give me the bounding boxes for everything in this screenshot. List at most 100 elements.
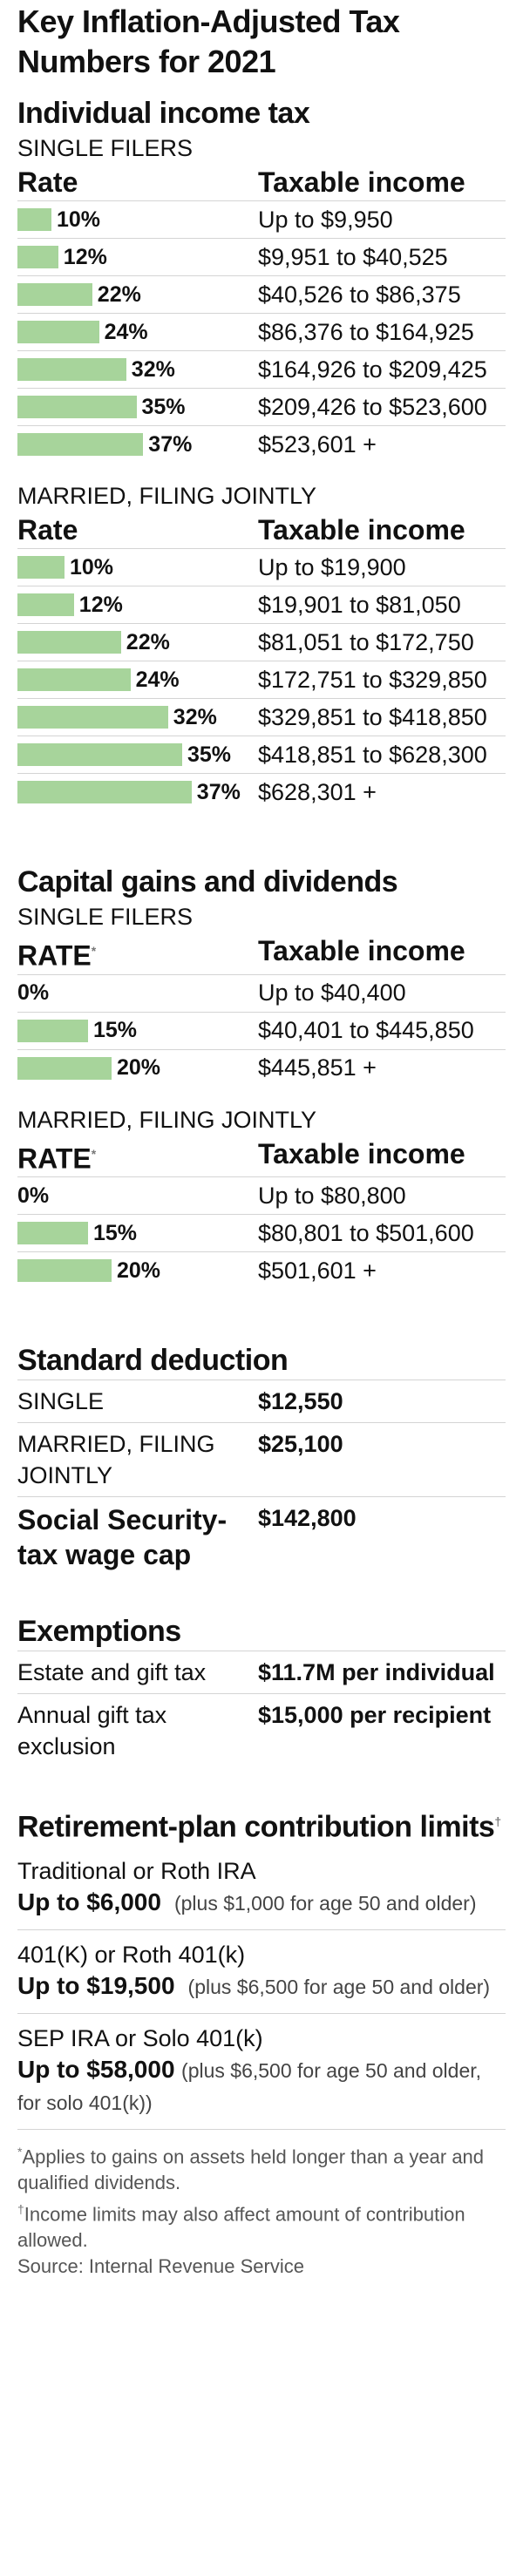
rate-label: 22%	[126, 629, 170, 654]
tax-infographic: Key Inflation-Adjusted Tax Numbers for 2…	[0, 2, 523, 2280]
rate-bar	[17, 1019, 88, 1042]
rate-bar	[17, 283, 92, 306]
rate-label: 10%	[70, 554, 114, 580]
rate-row: 20% $445,851 +	[17, 1048, 506, 1087]
income-range: Up to $40,400	[258, 980, 406, 1007]
rate-row: 35% $209,426 to $523,600	[17, 388, 506, 425]
income-married-group: MARRIED, FILING JOINTLY Rate Taxable inc…	[17, 480, 506, 810]
income-range: $329,851 to $418,850	[258, 703, 487, 730]
rate-label: 24%	[104, 319, 148, 344]
rate-row: 0% Up to $40,400	[17, 973, 506, 1012]
rate-column-header: RATE*	[17, 939, 97, 972]
income-range: Up to $19,900	[258, 553, 406, 580]
deduction-married-value: $25,100	[258, 1431, 343, 1458]
rate-label: 37%	[148, 431, 193, 457]
rate-label: 24%	[135, 667, 180, 692]
rate-column-header: RATE*	[17, 1142, 97, 1175]
rate-label: 37%	[196, 779, 241, 804]
rate-row: 32% $329,851 to $418,850	[17, 698, 506, 736]
income-married-header: Rate Taxable income	[17, 512, 506, 548]
rate-bar	[17, 246, 58, 268]
deduction-single-value: $12,550	[258, 1388, 343, 1415]
rate-cell: 24%	[17, 661, 258, 698]
cg-married-header: RATE* Taxable income	[17, 1135, 506, 1177]
income-range: $80,801 to $501,600	[258, 1219, 474, 1246]
deduction-single-label: SINGLE	[17, 1388, 105, 1415]
rate-label: 32%	[173, 704, 217, 729]
income-range: $86,376 to $164,925	[258, 318, 474, 345]
rate-label: 12%	[78, 592, 123, 617]
retirement-heading: Retirement-plan contribution limits†	[17, 1810, 501, 1844]
rate-row: 35% $418,851 to $628,300	[17, 736, 506, 773]
standard-deduction-heading: Standard deduction	[17, 1344, 289, 1378]
gift-value: $15,000 per recipient	[258, 1702, 492, 1729]
deduction-married-row: MARRIED, FILING JOINTLY $25,100	[17, 1422, 506, 1496]
cg-single-header: RATE* Taxable income	[17, 932, 506, 974]
estate-label: Estate and gift tax	[17, 1659, 207, 1686]
rate-label: 12%	[63, 244, 107, 269]
footnote-asterisk: *Applies to gains on assets held longer …	[17, 2144, 485, 2193]
retirement-item-401k: 401(K) or Roth 401(k) Up to $19,500 (plu…	[17, 1929, 506, 2013]
rate-cell: 15%	[17, 1215, 258, 1251]
income-range: $81,051 to $172,750	[258, 628, 474, 655]
rate-cell: 22%	[17, 624, 258, 661]
income-range: $628,301 +	[258, 778, 377, 805]
rate-row: 37% $523,601 +	[17, 425, 506, 463]
rate-row: 32% $164,926 to $209,425	[17, 350, 506, 388]
deduction-married-label: MARRIED, FILING JOINTLY	[17, 1431, 215, 1489]
rate-bar	[17, 208, 51, 231]
rate-cell: 32%	[17, 351, 258, 388]
estate-row: Estate and gift tax $11.7M per individua…	[17, 1651, 506, 1693]
rate-bar	[17, 743, 182, 766]
source-line: Source: Internal Revenue Service	[17, 2255, 304, 2278]
plan-limit: Up to $6,000	[17, 1888, 161, 1915]
asterisk-mark: *	[91, 1146, 97, 1161]
rate-cell: 24%	[17, 314, 258, 350]
cg-married-label: MARRIED, FILING JOINTLY	[17, 1106, 317, 1133]
income-column-header: Taxable income	[258, 514, 465, 546]
plan-limit: Up to $19,500	[17, 1971, 175, 1999]
cg-single-label: SINGLE FILERS	[17, 904, 194, 930]
cg-single-rows: 0% Up to $40,400 15% $40,401 to $445,850 20%…	[17, 973, 506, 1087]
plan-note: (plus $1,000 for age 50 and older)	[173, 1891, 477, 1915]
income-range: $172,751 to $329,850	[258, 666, 487, 693]
rate-label: 15%	[93, 1220, 138, 1245]
rate-cell: 0%	[17, 1177, 258, 1214]
rate-bar	[17, 433, 144, 456]
asterisk-mark: *	[91, 944, 97, 958]
income-column-header: Taxable income	[258, 166, 465, 198]
rate-label: 15%	[93, 1018, 138, 1043]
cg-married-group: MARRIED, FILING JOINTLY RATE* Taxable in…	[17, 1104, 506, 1290]
rate-cell: 15%	[17, 1013, 258, 1049]
rate-bar	[17, 358, 126, 381]
rate-cell: 10%	[17, 201, 258, 238]
capital-gains-heading: Capital gains and dividends	[17, 865, 398, 898]
rate-cell: 12%	[17, 239, 258, 275]
plan-name: SEP IRA or Solo 401(k)	[17, 2024, 263, 2051]
income-range: $523,601 +	[258, 430, 377, 458]
income-single-group: SINGLE FILERS Rate Taxable income 10% Up …	[17, 132, 506, 463]
plan-note: (plus $6,500 for age 50 and older, for s…	[17, 2058, 482, 2114]
rate-bar	[17, 556, 65, 579]
social-security-label: Social Security-tax wage cap	[17, 1504, 228, 1571]
rate-bar	[17, 706, 168, 729]
footnote-dagger: †Income limits may also affect amount of…	[17, 2201, 465, 2252]
plan-name: Traditional or Roth IRA	[17, 1857, 256, 1884]
rate-cell: 22%	[17, 276, 258, 313]
income-column-header: Taxable income	[258, 1137, 465, 1169]
rate-row: 15% $80,801 to $501,600	[17, 1214, 506, 1251]
gift-label: Annual gift tax exclusion	[17, 1702, 167, 1760]
social-security-row: Social Security-tax wage cap $142,800	[17, 1496, 506, 1577]
rate-cell: 20%	[17, 1050, 258, 1087]
income-range: Up to $80,800	[258, 1182, 406, 1209]
plan-note: (plus $6,500 for age 50 and older)	[187, 1975, 491, 1998]
income-range: $445,851 +	[258, 1054, 377, 1081]
rate-label: 22%	[97, 281, 141, 307]
rate-column-header: Rate	[17, 514, 78, 546]
rate-row: 22% $81,051 to $172,750	[17, 623, 506, 661]
social-security-value: $142,800	[258, 1505, 357, 1532]
retirement-item-ira: Traditional or Roth IRA Up to $6,000 (pl…	[17, 1847, 506, 1929]
page-title: Key Inflation-Adjusted Tax Numbers for 2…	[17, 3, 400, 79]
rate-bar	[17, 1056, 112, 1080]
deduction-single-row: SINGLE $12,550	[17, 1380, 506, 1422]
